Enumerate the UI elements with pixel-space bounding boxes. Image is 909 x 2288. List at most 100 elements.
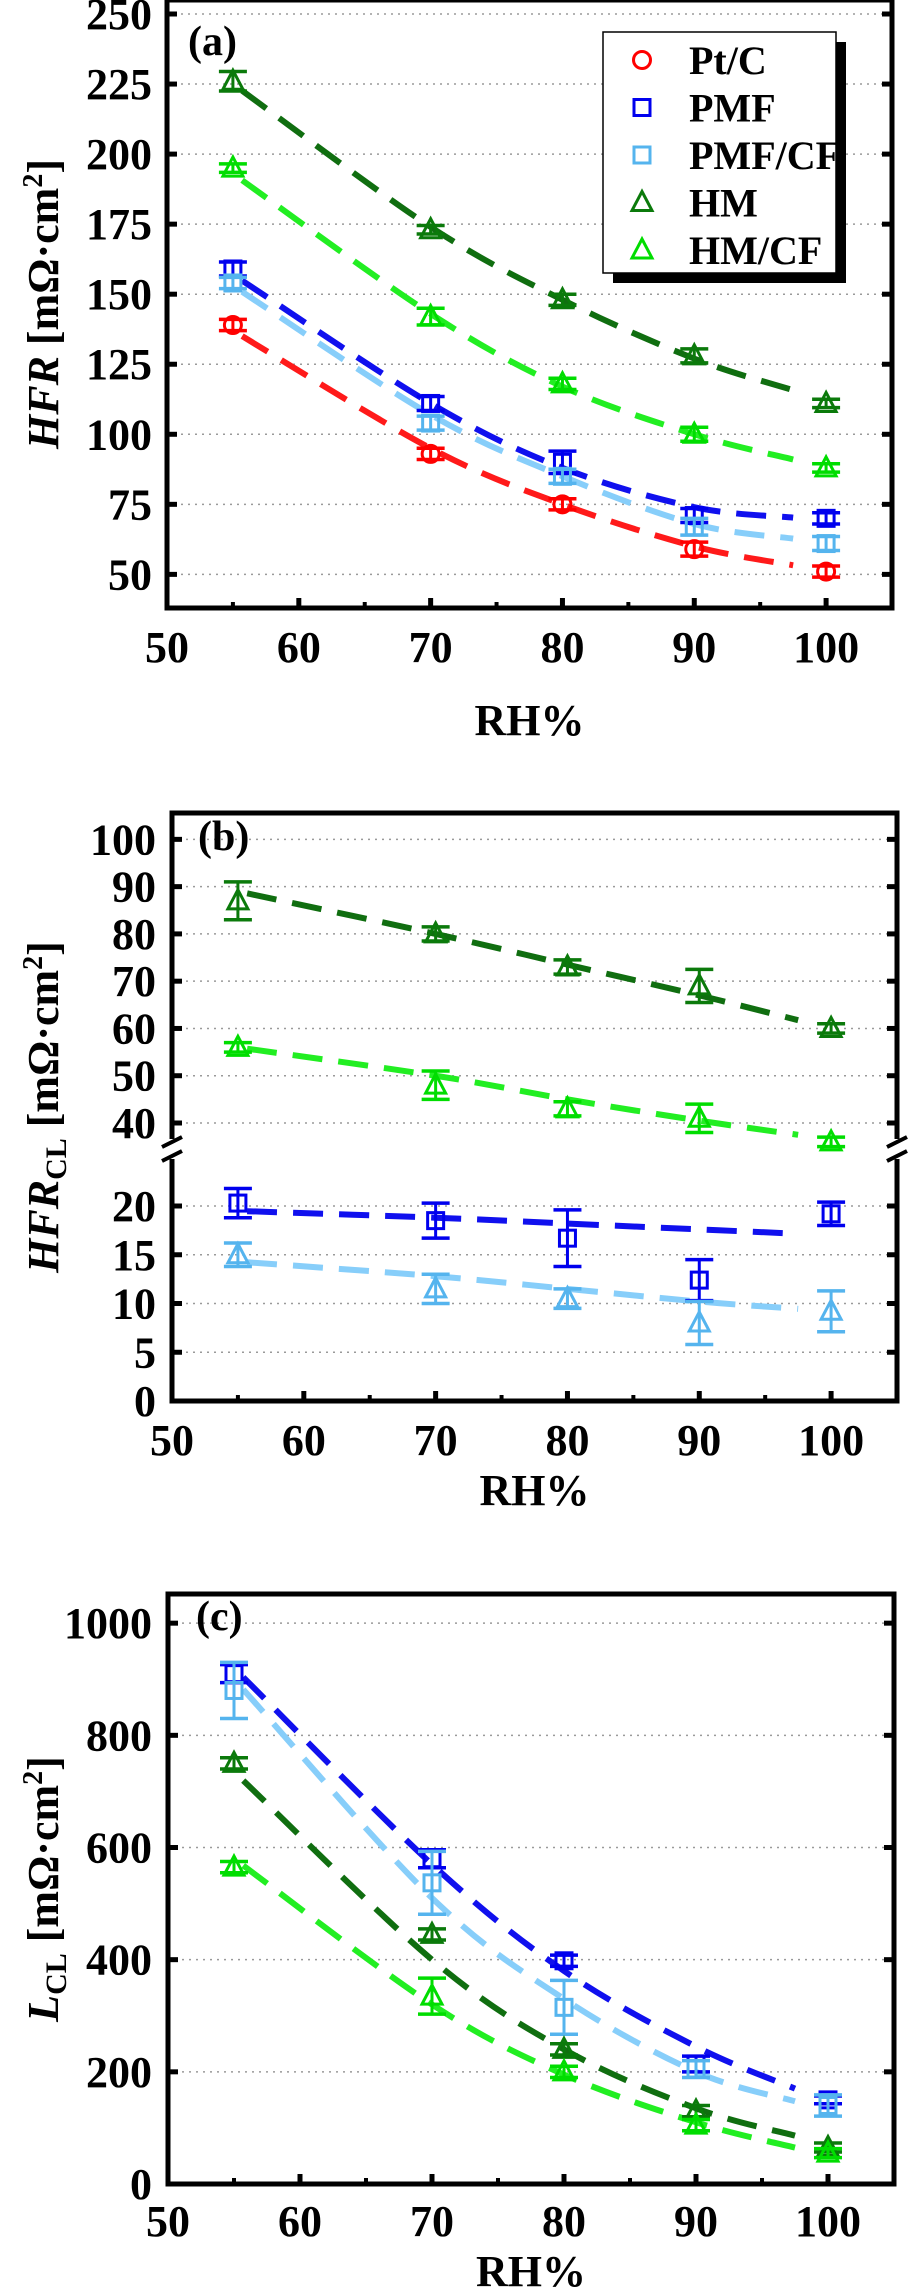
data-point: [552, 466, 572, 486]
data-point: [813, 389, 839, 413]
y-tick-label: 40: [112, 1099, 156, 1148]
data-point: [816, 534, 836, 554]
series-pt-c: [218, 315, 841, 582]
legend-label: HM/CF: [689, 228, 822, 273]
y-tick-label: 10: [112, 1280, 156, 1329]
data-point: [818, 1014, 844, 1038]
y-tick-label: 600: [86, 1823, 152, 1872]
y-tick-label: 250: [86, 0, 152, 39]
data-point: [221, 1749, 247, 1773]
legend-marker-hm-cf: [629, 235, 655, 260]
legend-label: HM: [689, 181, 758, 226]
y-axis-label-main: HFR: [19, 356, 68, 450]
series-pmf-cf: [223, 1240, 846, 1347]
panel-label: (b): [198, 814, 249, 860]
data-point: [423, 1070, 449, 1095]
data-point: [554, 1284, 580, 1309]
y-tick-label: 5: [134, 1328, 156, 1377]
y-axis-label-main: L: [19, 1995, 68, 2023]
legend-marker-pt-c: [632, 50, 652, 70]
data-point: [222, 315, 243, 336]
x-axis-label: RH%: [480, 1466, 590, 1515]
y-axis-label-unit: [mΩ·cm: [19, 188, 68, 356]
axis-break-mark: [886, 1135, 908, 1149]
data-point: [551, 2035, 577, 2059]
series-pmf: [220, 1662, 842, 2110]
data-point: [225, 886, 251, 911]
data-point: [684, 517, 704, 537]
y-tick-label: 800: [86, 1711, 152, 1760]
fit-line-pmf-cf: [240, 289, 794, 542]
series-hm: [220, 1749, 842, 2158]
data-point: [686, 1104, 712, 1128]
y-axis-label: LCL [mΩ·cm2]: [18, 1756, 73, 2023]
x-tick-label: 80: [545, 1416, 589, 1465]
panel-label: (c): [196, 1594, 243, 1640]
x-tick-label: 70: [409, 623, 453, 672]
y-tick-label: 150: [86, 270, 152, 319]
x-tick-label: 100: [795, 2197, 861, 2246]
legend-label: PMF/CF: [689, 133, 840, 178]
y-tick-label: 1000: [64, 1599, 152, 1648]
data-point: [423, 919, 449, 944]
y-tick-label: 50: [108, 550, 152, 599]
plot-frame: [164, 0, 895, 611]
y-axis-label-sup: 2: [18, 174, 49, 188]
data-point: [684, 539, 705, 560]
y-axis-label-close: ]: [19, 1756, 68, 1771]
data-point: [420, 443, 441, 464]
y-tick-label: 50: [112, 1052, 156, 1101]
y-tick-label: 20: [112, 1182, 156, 1231]
series-hm: [218, 67, 841, 413]
data-point: [228, 1193, 248, 1213]
y-axis-label-sup: 2: [18, 1771, 49, 1785]
y-axis-label-close: ]: [19, 941, 68, 956]
data-point: [426, 1211, 446, 1231]
data-point: [418, 215, 444, 240]
x-tick-label: 90: [674, 2197, 718, 2246]
y-tick-label: 15: [112, 1231, 156, 1280]
fit-line-pmf: [241, 1675, 797, 2092]
y-axis-label: HFRCL [mΩ·cm2]: [18, 941, 73, 1274]
y-tick-label: 0: [134, 1377, 156, 1426]
plot-frame: [169, 810, 900, 1404]
y-axis-label-sup: 2: [18, 956, 49, 970]
data-point: [223, 273, 243, 293]
data-point: [224, 1680, 244, 1700]
data-point: [681, 341, 707, 366]
x-tick-label: 90: [677, 1416, 721, 1465]
legend-marker-hm: [629, 188, 655, 212]
x-tick-label: 50: [150, 1416, 194, 1465]
series-hm-cf: [220, 1852, 842, 2163]
data-point: [818, 2095, 838, 2115]
y-tick-label: 400: [86, 1936, 152, 1985]
plot-frame: [165, 1591, 897, 2187]
x-tick-label: 60: [278, 2197, 322, 2246]
fit-line-pmf-cf: [246, 1259, 799, 1312]
data-point: [549, 285, 575, 310]
data-point: [689, 1270, 709, 1290]
fit-line-hm-cf: [246, 1045, 799, 1138]
axis-break-mark: [161, 1135, 183, 1149]
data-point: [551, 2057, 577, 2082]
x-tick-label: 100: [793, 623, 859, 672]
axis-break-mark: [886, 1149, 908, 1163]
data-point: [813, 453, 839, 478]
y-axis-label-unit: [mΩ·cm: [19, 970, 68, 1138]
data-point: [225, 1033, 251, 1057]
series-pmf: [218, 259, 841, 528]
x-tick-label: 80: [540, 623, 584, 672]
data-point: [557, 1228, 577, 1248]
data-point: [554, 1997, 574, 2017]
data-point: [816, 508, 836, 528]
data-point: [423, 1274, 449, 1299]
data-point: [549, 369, 575, 394]
series-hm-cf: [223, 1033, 846, 1152]
y-tick-label: 175: [86, 200, 152, 249]
y-axis-label-sub: CL: [40, 1953, 73, 1995]
data-point: [220, 153, 246, 178]
data-point: [554, 952, 580, 977]
x-axis-label: RH%: [475, 696, 585, 745]
